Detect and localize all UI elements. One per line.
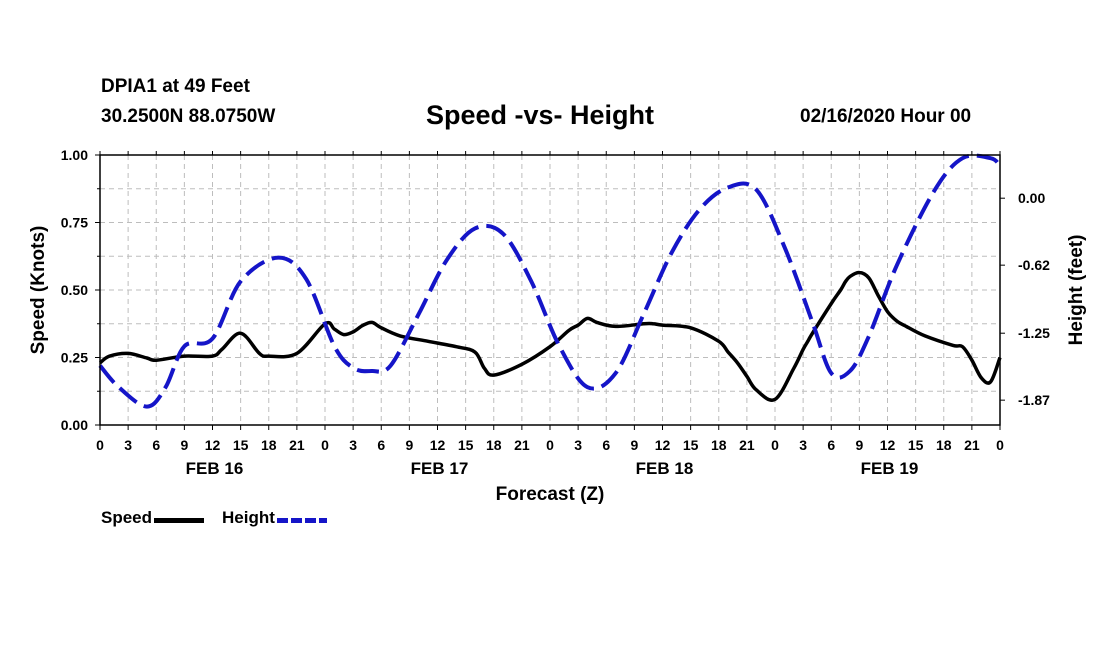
legend-speed-label: Speed	[101, 508, 153, 527]
x-tick-label: 3	[574, 437, 582, 453]
station-name: DPIA1 at 49 Feet	[101, 76, 250, 97]
y2-tick-label: -0.62	[1018, 257, 1050, 273]
x-tick-label: 6	[602, 437, 610, 453]
x-tick-label: 0	[771, 437, 779, 453]
x-tick-label: 6	[827, 437, 835, 453]
x-tick-label: 12	[880, 437, 896, 453]
x-axis-label: Forecast (Z)	[496, 484, 605, 505]
chart-series	[98, 153, 1002, 409]
day-label: FEB 17	[411, 459, 469, 478]
x-tick-label: 0	[996, 437, 1004, 453]
chart-title: Speed -vs- Height	[426, 100, 655, 130]
day-label: FEB 19	[861, 459, 919, 478]
station-coordinates: 30.2500N 88.0750W	[101, 106, 276, 127]
x-tick-label: 3	[124, 437, 132, 453]
x-tick-label: 18	[261, 437, 277, 453]
y2-tick-label: -1.25	[1018, 325, 1050, 341]
y-tick-label: 0.00	[61, 417, 88, 433]
legend-height-swatch	[276, 517, 327, 523]
x-tick-label: 12	[205, 437, 221, 453]
height-series-line	[98, 153, 1002, 409]
forecast-run-time: 02/16/2020 Hour 00	[800, 106, 972, 127]
x-tick-label: 18	[936, 437, 952, 453]
y-tick-label: 0.75	[61, 215, 88, 231]
speed-series-line	[98, 270, 1002, 402]
x-tick-label: 21	[739, 437, 755, 453]
x-tick-label: 12	[430, 437, 446, 453]
x-tick-label: 9	[405, 437, 413, 453]
x-tick-label: 21	[289, 437, 305, 453]
y2-tick-label: -1.87	[1018, 392, 1050, 408]
x-tick-label: 3	[349, 437, 357, 453]
legend-height-label: Height	[222, 508, 275, 527]
x-tick-label: 9	[180, 437, 188, 453]
x-tick-label: 0	[321, 437, 329, 453]
legend-item-speed: Speed	[101, 508, 205, 528]
chart-grid	[100, 155, 1000, 425]
x-tick-label: 15	[233, 437, 249, 453]
y-axis-label: Speed (Knots)	[28, 226, 49, 355]
legend-item-height: Height	[222, 508, 327, 528]
x-tick-label: 21	[964, 437, 980, 453]
x-tick-label: 18	[711, 437, 727, 453]
legend-speed-swatch	[154, 517, 205, 523]
day-label: FEB 18	[636, 459, 694, 478]
x-tick-label: 0	[546, 437, 554, 453]
y2-tick-label: 0.00	[1018, 190, 1045, 206]
chart-legend: Speed Height	[101, 508, 345, 528]
x-tick-label: 0	[96, 437, 104, 453]
x-tick-label: 6	[377, 437, 385, 453]
chart-ticks: 0 3 6 9 12 15 18 21 0 3 6 9 12 15 18 21 0 3 6 9 12 15 18 21 0 3 6 9…	[61, 147, 1050, 478]
x-tick-label: 21	[514, 437, 530, 453]
x-tick-label: 12	[655, 437, 671, 453]
y-tick-label: 0.50	[61, 282, 88, 298]
x-tick-label: 6	[152, 437, 160, 453]
y-tick-label: 0.25	[61, 350, 88, 366]
x-tick-label: 15	[683, 437, 699, 453]
x-tick-label: 9	[855, 437, 863, 453]
x-tick-label: 15	[458, 437, 474, 453]
x-tick-label: 3	[799, 437, 807, 453]
x-tick-label: 15	[908, 437, 924, 453]
y-tick-label: 1.00	[61, 147, 88, 163]
x-tick-label: 9	[630, 437, 638, 453]
y2-axis-label: Height (feet)	[1066, 235, 1087, 346]
x-tick-label: 18	[486, 437, 502, 453]
day-label: FEB 16	[186, 459, 244, 478]
